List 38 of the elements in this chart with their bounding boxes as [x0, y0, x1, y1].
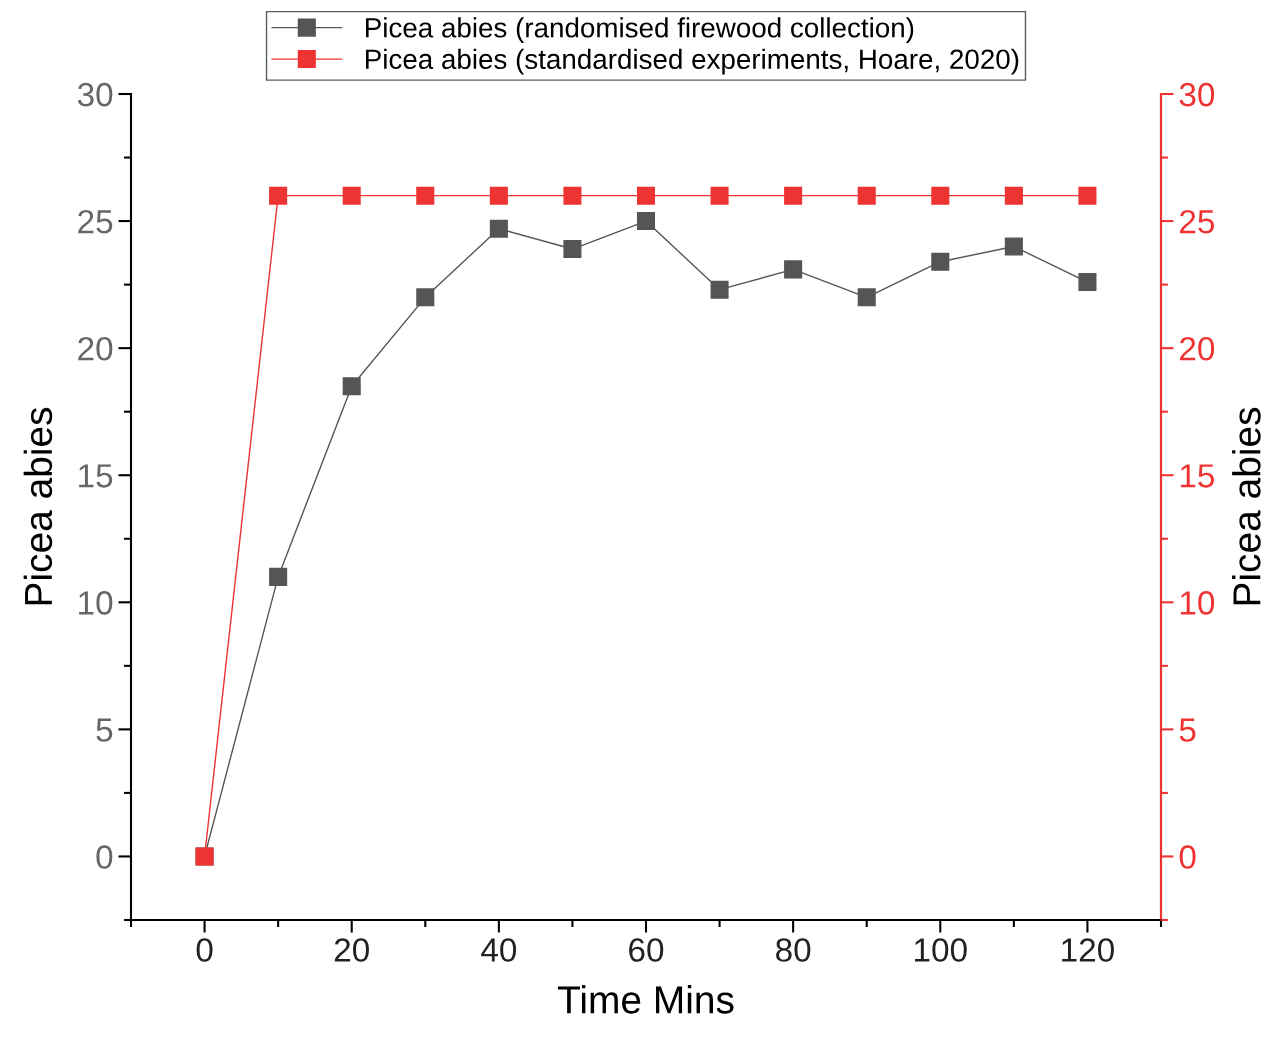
y-tick-label: 15 — [79, 464, 113, 488]
y-tick-label: 20 — [78, 336, 113, 361]
y-tick-label: 0 — [96, 845, 113, 869]
point — [1078, 273, 1097, 292]
y2-tick-label: 30 — [1179, 82, 1215, 107]
point — [416, 288, 435, 307]
x-tick-label: 80 — [776, 938, 811, 962]
y2-tick-label: 15 — [1180, 464, 1215, 488]
y-tick-label: 25 — [78, 209, 113, 234]
point — [342, 377, 361, 396]
x-tick-label: 20 — [334, 938, 369, 962]
x-tick-label: 120 — [1062, 938, 1114, 962]
point — [710, 280, 729, 299]
point — [857, 288, 876, 307]
y2-tick-label: 10 — [1180, 591, 1215, 615]
point — [489, 219, 508, 238]
y2-tick-label: 5 — [1179, 718, 1196, 742]
x-axis-title: Time Mins — [557, 985, 734, 1014]
x-tick-label: 0 — [196, 938, 213, 962]
point — [636, 212, 656, 231]
legend-label: Picea abies (randomised firewood collection) — [366, 17, 914, 44]
point — [784, 260, 803, 279]
y-tick-label: 5 — [96, 718, 113, 742]
y2-tick-label: 20 — [1180, 336, 1215, 361]
y-tick-label: 10 — [79, 591, 113, 615]
point — [563, 240, 582, 259]
x-tick-label: 40 — [481, 938, 517, 962]
y2-tick-label: 25 — [1180, 209, 1215, 234]
y-axis-title: Picea abies — [23, 407, 53, 605]
y2-axis-title: Picea abies — [1232, 407, 1261, 605]
point — [1004, 237, 1023, 256]
point — [931, 252, 950, 271]
legend-label: Picea abies (standardised experiments, Hoare, 2020) — [366, 48, 1019, 75]
y-tick-label: 30 — [77, 82, 113, 107]
y2-tick-label: 0 — [1179, 845, 1196, 869]
x-tick-label: 100 — [915, 938, 967, 962]
x-tick-label: 60 — [629, 938, 664, 962]
point — [269, 567, 288, 586]
